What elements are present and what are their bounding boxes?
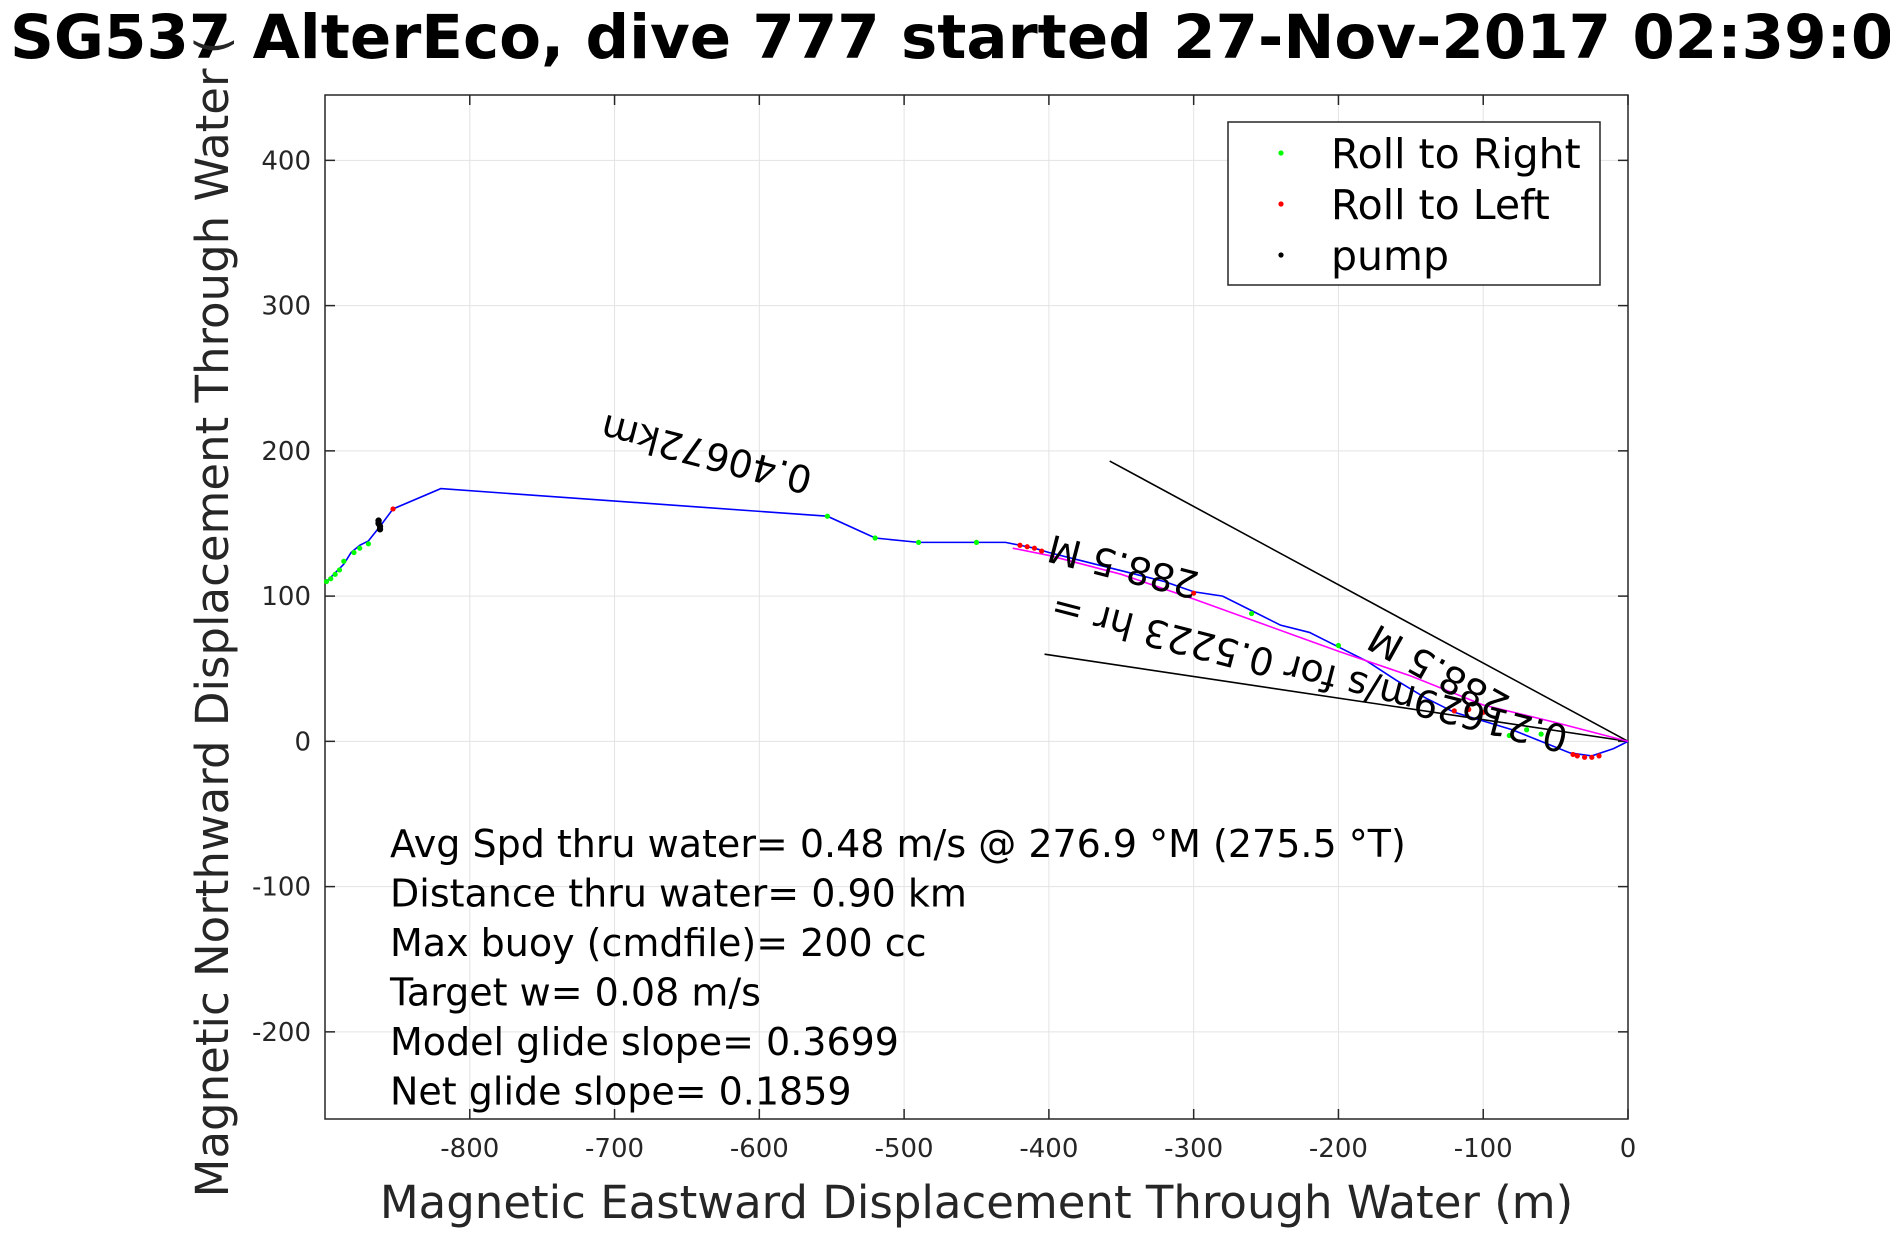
y-tick-label: 100 [261, 582, 311, 612]
roll-right-point [365, 541, 372, 547]
x-tick-label: -800 [440, 1134, 499, 1164]
roll-right-point [357, 545, 363, 551]
roll-right-point [1335, 642, 1342, 649]
roll-right-point [1538, 731, 1544, 737]
heading-line [1044, 653, 1629, 743]
roll-left-point [1581, 754, 1588, 760]
y-tick-label: -100 [252, 873, 311, 903]
x-tick-label: -600 [730, 1134, 789, 1164]
y-tick-label: 400 [261, 146, 311, 176]
roll-right-point [332, 571, 338, 577]
roll-right-point [915, 539, 922, 545]
x-tick-label: -300 [1164, 1134, 1223, 1164]
heading-annotation: 0.40672km [596, 405, 816, 502]
x-tick-label: 0 [1620, 1134, 1637, 1164]
x-tick-label: -700 [585, 1134, 644, 1164]
roll-left-point [1017, 542, 1023, 548]
legend-marker [1278, 252, 1284, 258]
roll-right-point [872, 535, 878, 541]
roll-right-point [341, 558, 347, 564]
roll-left-point [390, 506, 396, 512]
roll-left-point [1596, 753, 1602, 759]
roll-right-point [336, 567, 343, 573]
data-series [323, 460, 1629, 760]
stats-line: Net glide slope= 0.1859 [390, 1070, 852, 1114]
y-tick-label: -200 [252, 1018, 311, 1048]
chart-title: SG537 AlterEco, dive 777 started 27-Nov-… [10, 2, 1890, 73]
y-tick-label: 300 [261, 292, 311, 322]
legend-label: pump [1331, 232, 1449, 280]
legend-label: Roll to Right [1331, 130, 1581, 178]
stats-annotations: Avg Spd thru water= 0.48 m/s @ 276.9 °M … [389, 822, 1406, 1114]
stats-line: Distance thru water= 0.90 km [390, 872, 967, 916]
roll-right-point [973, 539, 980, 545]
roll-left-point [1039, 548, 1045, 554]
pump-point [375, 517, 382, 524]
roll-right-point [351, 549, 357, 556]
heading-annotation: 0.21629m/s for 0.5223 hr = [1046, 585, 1572, 761]
stats-line: Avg Spd thru water= 0.48 m/s @ 276.9 °M … [390, 822, 1406, 866]
axis-ticks: -800 -700 -600 -500 -400 -300 -200 -100 0 -200 -10… [252, 95, 1636, 1164]
roll-left-point [1570, 751, 1576, 758]
x-axis-label: Magnetic Eastward Displacement Through W… [380, 1176, 1573, 1229]
roll-left-point [1031, 545, 1038, 551]
x-tick-label: -200 [1309, 1134, 1368, 1164]
heading-line [1109, 460, 1629, 743]
roll-right-point [1524, 727, 1530, 733]
glide-track-line [1012, 547, 1629, 743]
roll-right-point [323, 578, 330, 585]
legend-marker [1278, 201, 1284, 207]
stats-line: Model glide slope= 0.3699 [390, 1020, 899, 1064]
x-tick-label: -500 [875, 1134, 934, 1164]
x-tick-label: -100 [1454, 1134, 1513, 1164]
axes-box [324, 94, 1629, 1120]
legend-marker [1278, 150, 1284, 156]
roll-right-point [1506, 732, 1512, 739]
track-line [324, 487, 1629, 757]
roll-right-point [328, 576, 334, 582]
y-tick-label: 0 [294, 727, 311, 757]
legend-label: Roll to Left [1331, 181, 1550, 229]
roll-left-point [1574, 753, 1580, 759]
roll-left-point [1191, 590, 1197, 596]
x-tick-label: -400 [1019, 1134, 1078, 1164]
y-axis-label: Magnetic Northward Displacement Through … [186, 37, 239, 1198]
roll-left-point [1466, 706, 1472, 713]
roll-left-point [1451, 708, 1457, 714]
roll-right-point [1248, 610, 1255, 617]
stats-line: Max buoy (cmdfile)= 200 cc [390, 921, 927, 965]
stats-line: Target w= 0.08 m/s [389, 971, 761, 1015]
legend-box [1227, 121, 1601, 286]
roll-left-point [1480, 709, 1486, 715]
y-tick-label: 200 [261, 437, 311, 467]
roll-left-point [1024, 544, 1030, 550]
roll-right-point [824, 513, 830, 519]
roll-left-point [1589, 754, 1595, 760]
